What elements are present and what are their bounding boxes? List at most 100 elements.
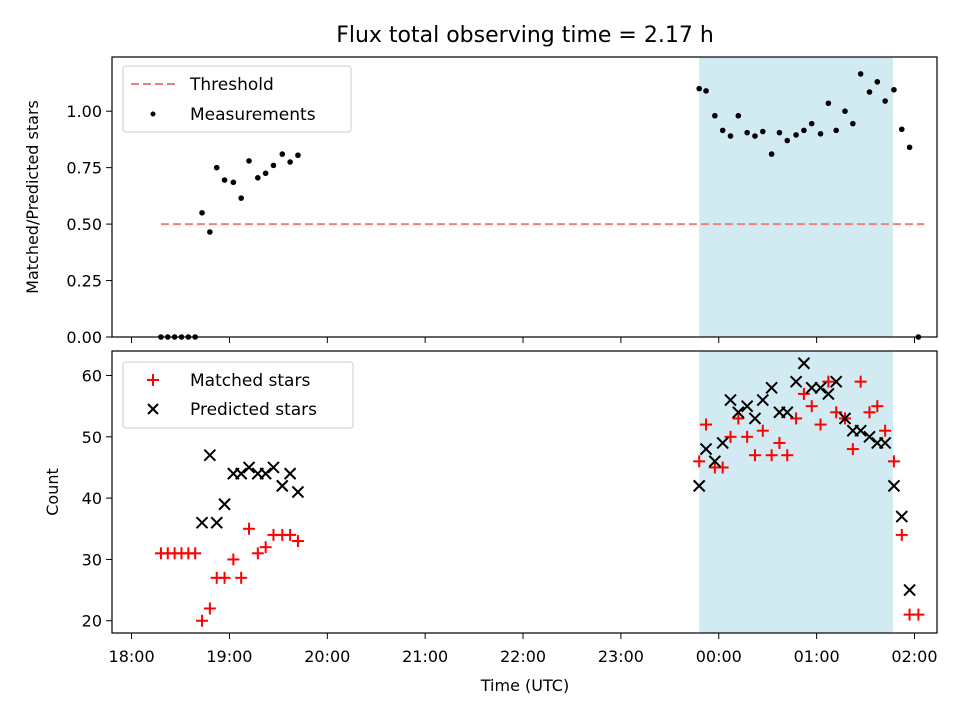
measurement-point	[882, 98, 888, 104]
legend-predicted-swatch	[147, 403, 159, 415]
measurement-point	[199, 210, 205, 216]
matched-star-point	[797, 387, 810, 400]
matched-star-point	[871, 400, 884, 413]
y-tick-label: 1.00	[66, 102, 102, 121]
predicted-star-point	[829, 375, 843, 388]
predicted-star-point	[692, 479, 706, 493]
matched-star-point	[284, 528, 297, 541]
y-tick-label: 30	[82, 550, 102, 569]
predicted-star-point	[708, 455, 722, 468]
matched-star-point	[781, 449, 794, 462]
measurement-point	[696, 85, 702, 92]
matched-star-point	[863, 406, 876, 419]
measurement-point	[279, 151, 286, 157]
predicted-star-point	[210, 516, 223, 529]
predicted-star-point	[863, 430, 876, 444]
measurement-point	[833, 127, 839, 134]
x-tick-label: 18:00	[109, 647, 155, 666]
measurement-point	[735, 112, 742, 119]
matched-star-point	[895, 528, 908, 541]
matched-star-point	[765, 449, 778, 462]
measurement-point	[817, 130, 824, 137]
legend-matched-label: Matched stars	[190, 371, 310, 391]
measurement-point	[255, 175, 261, 181]
measurement-point	[287, 159, 293, 165]
predicted-star-point	[748, 412, 762, 425]
matched-star-point	[235, 571, 248, 584]
matched-star-point	[251, 547, 264, 560]
measurement-point	[784, 137, 791, 144]
measurement-point	[207, 229, 213, 235]
matched-star-point	[700, 418, 713, 431]
measurement-point	[808, 120, 815, 127]
matched-star-point	[879, 424, 892, 437]
predicted-star-point	[797, 357, 811, 370]
measurement-point	[719, 127, 726, 134]
predicted-star-point	[781, 406, 794, 419]
y-tick-label: 60	[82, 367, 102, 386]
measurement-point	[898, 126, 905, 133]
predicted-star-point	[291, 485, 305, 499]
chart-title: Flux total observing time = 2.17 h	[336, 23, 714, 48]
legend-measurements-swatch	[150, 111, 156, 117]
predicted-star-point	[878, 436, 892, 450]
y-tick-label: 0.75	[66, 159, 102, 178]
matched-star-point	[693, 455, 706, 468]
matched-star-point	[805, 400, 818, 413]
measurement-point	[752, 133, 758, 139]
measurement-point	[270, 162, 277, 169]
predicted-star-point	[276, 479, 289, 493]
matched-star-point	[854, 375, 867, 388]
x-tick-label: 00:00	[696, 647, 742, 666]
predicted-star-point	[259, 467, 272, 480]
shaded-region	[699, 57, 893, 337]
measurement-point	[246, 158, 252, 164]
predicted-star-point	[283, 467, 297, 480]
measurement-point	[776, 129, 783, 136]
predicted-star-point	[854, 424, 867, 437]
y-tick-label: 20	[82, 612, 102, 631]
y-tick-label: 0.00	[66, 328, 102, 347]
measurement-point	[213, 164, 220, 171]
y-tick-label: 0.50	[66, 215, 102, 234]
measurement-point	[874, 79, 881, 85]
matched-star-point	[716, 461, 729, 474]
predicted-star-point	[740, 399, 754, 413]
measurement-point	[793, 132, 799, 138]
bottom-panel: 20 30 40 50 60 18:00 19:00 20:00 21:00 22:00 23:0…	[43, 350, 938, 695]
x-tick-label: 19:00	[206, 647, 252, 666]
legend-predicted-label: Predicted stars	[190, 400, 317, 420]
predicted-star-point	[895, 510, 908, 523]
measurement-point	[891, 86, 897, 93]
predicted-star-point	[756, 393, 770, 407]
legend-matched-swatch	[147, 374, 159, 386]
x-tick-label: 01:00	[794, 647, 840, 666]
predicted-star-point	[838, 412, 852, 425]
measurement-point	[842, 108, 848, 114]
x-tick-label: 02:00	[891, 647, 937, 666]
measurement-point	[906, 144, 913, 151]
matched-star-point	[243, 522, 256, 535]
x-tick-label: 22:00	[500, 647, 546, 666]
top-panel: 0.00 0.25 0.50 0.75 1.00 Matched/Predicted s…	[23, 56, 938, 347]
matched-star-point	[822, 375, 835, 388]
predicted-star-point	[887, 479, 901, 493]
matched-star-point	[756, 424, 769, 437]
matched-star-point	[218, 571, 231, 584]
x-tick-label: 21:00	[402, 647, 448, 666]
x-tick-label: 23:00	[598, 647, 644, 666]
top-y-axis-label: Matched/Predicted stars	[23, 100, 42, 294]
measurement-point	[262, 170, 269, 177]
predicted-star-point	[203, 449, 217, 462]
matched-star-point	[189, 547, 202, 560]
matched-star-point	[887, 455, 900, 468]
predicted-star-point	[789, 375, 803, 388]
top-plot-frame	[111, 56, 938, 338]
matched-star-point	[724, 430, 737, 443]
measurement-point	[760, 128, 766, 135]
measurement-point	[295, 152, 301, 159]
matched-star-point	[846, 443, 859, 456]
y-tick-label: 50	[82, 428, 102, 447]
measurement-point	[857, 71, 864, 77]
predicted-star-point	[732, 406, 745, 419]
